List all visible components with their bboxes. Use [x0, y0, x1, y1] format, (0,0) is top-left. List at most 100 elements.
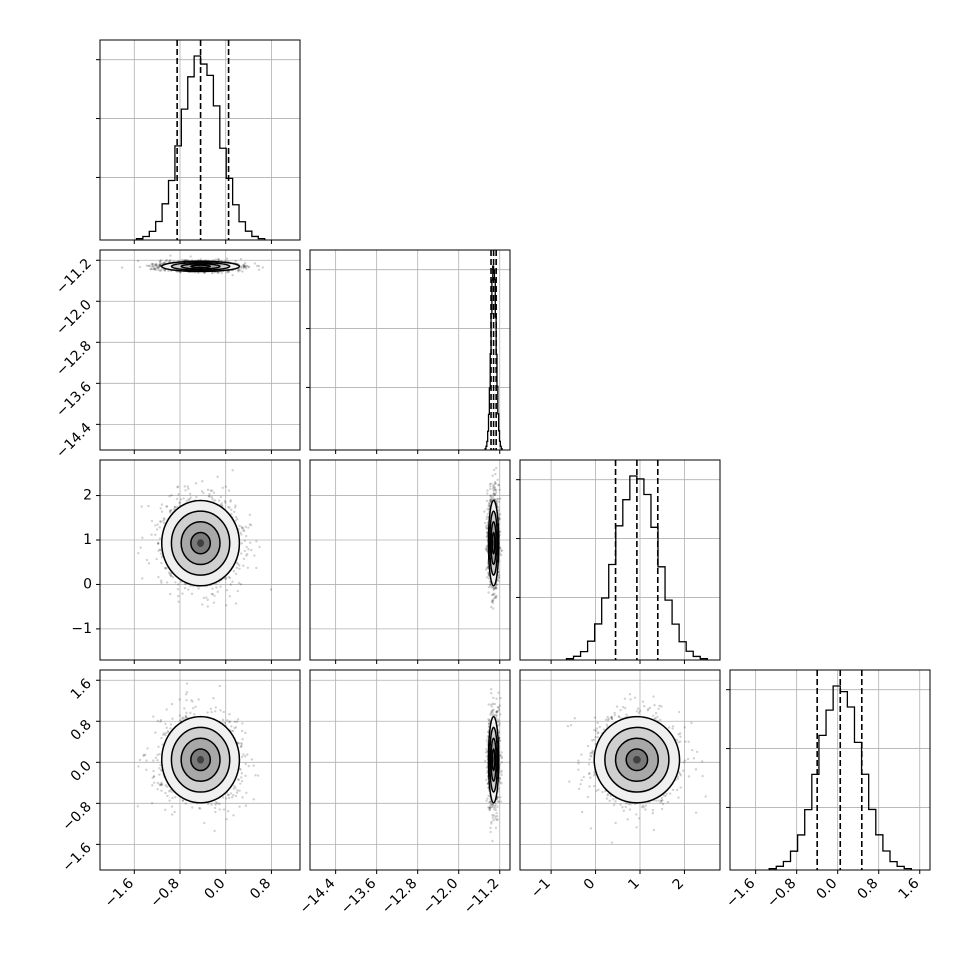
scatter-point — [169, 788, 172, 792]
scatter-point — [594, 735, 597, 739]
scatter-point — [489, 496, 493, 499]
scatter-point — [225, 271, 229, 274]
scatter-point — [488, 498, 492, 502]
scatter-point — [487, 571, 490, 575]
scatter-point — [492, 489, 495, 492]
scatter-point — [490, 692, 493, 695]
scatter-point — [242, 564, 245, 567]
scatter-point — [494, 488, 498, 492]
scatter-point — [485, 531, 489, 534]
scatter-point — [497, 579, 500, 583]
scatter-point — [138, 758, 142, 762]
scatter-point — [638, 817, 641, 820]
histogram-panel-0 — [96, 39, 301, 244]
scatter-point — [489, 499, 493, 502]
scatter-point — [488, 806, 492, 809]
scatter-point — [644, 804, 647, 807]
scatter-point — [226, 719, 229, 722]
scatter-point — [494, 492, 497, 496]
scatter-point — [675, 788, 679, 792]
scatter-point — [601, 790, 604, 794]
scatter-point — [224, 485, 227, 488]
scatter-point — [240, 742, 243, 745]
scatter-point — [232, 570, 236, 573]
scatter-point — [493, 805, 496, 808]
y-tick-label: −14.4 — [53, 420, 95, 462]
scatter-point — [695, 750, 699, 754]
scatter-point — [624, 805, 627, 809]
scatter-point — [222, 710, 225, 714]
scatter-point — [497, 706, 500, 709]
scatter-point — [142, 753, 146, 757]
scatter-point — [241, 738, 244, 741]
scatter-point — [487, 718, 490, 721]
scatter-point — [172, 508, 176, 511]
scatter-point — [205, 596, 208, 599]
scatter-point — [227, 270, 231, 274]
scatter-point — [200, 490, 204, 493]
scatter-point — [234, 572, 238, 576]
scatter-point — [216, 590, 219, 593]
scatter-point — [681, 769, 685, 772]
scatter-point — [159, 520, 163, 523]
scatter-point — [154, 268, 158, 271]
scatter-point — [590, 751, 594, 754]
scatter-point — [677, 710, 681, 714]
scatter-point — [495, 583, 498, 587]
scatter-point — [184, 715, 188, 719]
panel-frame — [309, 459, 511, 661]
density-contour — [593, 715, 681, 804]
scatter-point — [189, 255, 192, 258]
scatter-point — [214, 803, 217, 806]
scatter-point — [491, 803, 495, 806]
scatter-point — [589, 827, 593, 830]
density-fill — [633, 755, 641, 764]
scatter-point — [245, 267, 248, 270]
scatter-point — [224, 501, 227, 504]
scatter-point — [656, 715, 659, 719]
scatter-point — [160, 581, 163, 584]
scatter-point — [686, 757, 690, 761]
scatter-point — [240, 552, 243, 555]
scatter-point — [666, 800, 670, 804]
scatter-point — [495, 710, 499, 713]
panel-content — [100, 460, 300, 660]
scatter-point — [240, 542, 244, 545]
scatter-point — [485, 499, 489, 503]
scatter-point — [229, 499, 233, 502]
scatter-point — [485, 739, 488, 742]
scatter-point — [162, 733, 165, 736]
scatter-point — [485, 766, 488, 769]
scatter-point — [486, 521, 489, 524]
scatter-point — [593, 716, 597, 719]
scatter-point — [179, 271, 182, 274]
scatter-point — [495, 500, 498, 503]
scatter-point — [210, 495, 214, 499]
scatter-point — [237, 581, 241, 585]
scatter-point — [495, 497, 499, 501]
scatter-point — [168, 511, 172, 514]
scatter-point — [566, 724, 570, 728]
scatter-point — [155, 263, 158, 267]
scatter-point — [494, 595, 497, 598]
scatter-point — [487, 703, 490, 706]
scatter-point — [239, 768, 242, 771]
scatter-point — [168, 259, 172, 262]
scatter-point — [214, 258, 218, 261]
scatter-point — [488, 501, 491, 504]
scatter-point — [489, 485, 492, 488]
scatter-point — [484, 548, 488, 552]
scatter-point — [218, 808, 222, 811]
density-contour — [170, 510, 231, 576]
scatter-point — [496, 800, 499, 803]
scatter-point — [181, 258, 184, 262]
scatter-point — [679, 774, 683, 777]
scatter-point — [495, 710, 498, 714]
panel-content — [100, 670, 300, 870]
scatter-point — [488, 808, 492, 811]
scatter-point — [145, 759, 148, 762]
scatter-point — [158, 537, 162, 540]
scatter-point — [485, 576, 489, 579]
scatter-point — [491, 814, 494, 817]
scatter-point — [499, 546, 502, 550]
